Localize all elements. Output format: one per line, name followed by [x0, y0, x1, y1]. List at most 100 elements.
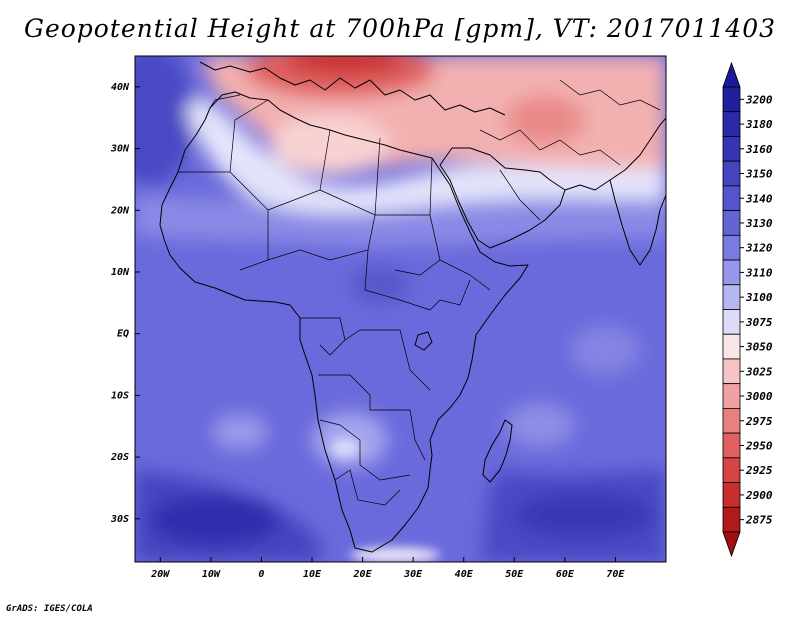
- grads-credit: GrADS: IGES/COLA: [6, 604, 93, 614]
- colorbar-label: 3100: [745, 291, 773, 304]
- colorbar: 3200 3180 3160 3150 3140 3130 3120 3110 3100 3075…: [722, 61, 773, 558]
- colorbar-swatch: [722, 407, 741, 434]
- colorbar-label: 3025: [745, 365, 773, 378]
- colorbar-label: 3050: [745, 341, 773, 354]
- lon-tick-label: 40E: [455, 569, 474, 580]
- colorbar-top-arrow: [722, 61, 741, 88]
- field-transition: [185, 95, 666, 214]
- europe-coast: [199, 61, 506, 116]
- border-7: [429, 214, 491, 291]
- border-10: [344, 329, 431, 391]
- colorbar-label: 3140: [745, 192, 773, 205]
- colorbar-label: 3130: [745, 217, 773, 230]
- border-18: [479, 129, 621, 166]
- border-12: [319, 419, 411, 481]
- field-balkan-dark: [285, 56, 405, 74]
- lon-tick-label: 10E: [303, 569, 322, 580]
- field-iran-red: [505, 95, 585, 145]
- field-south-edge: [350, 547, 440, 562]
- india-coast: [609, 179, 666, 266]
- lat-tick-label: EQ: [117, 329, 129, 340]
- lon-tick-label: 20W: [150, 569, 170, 580]
- field-si-deep: [515, 493, 655, 537]
- colorbar-label: 2975: [745, 415, 773, 428]
- border-2: [229, 99, 269, 173]
- height-field: [135, 56, 666, 562]
- colorbar-label: 3150: [745, 168, 773, 181]
- colorbar-swatch: [722, 432, 741, 459]
- lat-tick-label: 40N: [111, 82, 130, 93]
- lat-tick-label: 20N: [110, 205, 130, 216]
- colorbar-swatch: [722, 111, 741, 137]
- colorbar-label: 3075: [745, 316, 773, 329]
- border-19: [559, 79, 661, 111]
- colorbar-swatch: [722, 185, 741, 212]
- colorbar-label: 3110: [745, 266, 773, 279]
- map-frame: [134, 55, 667, 563]
- lon-tick-label: 0: [258, 569, 264, 580]
- field-atlantic-north: [135, 56, 195, 185]
- axis-layer: 40N 30N 20N 10N EQ 10S 20S 30S 20W 10W 0 10E 20E 30E 4…: [110, 82, 626, 580]
- colorbar-swatch: [722, 358, 741, 385]
- lon-tick-label: 50E: [505, 569, 524, 580]
- border-13: [334, 469, 401, 506]
- colorbar-label: 2950: [745, 439, 773, 452]
- lon-tick-label: 70E: [606, 569, 625, 580]
- border-11: [318, 374, 410, 411]
- colorbar-label: 3200: [745, 93, 773, 106]
- colorbar-swatch: [722, 234, 741, 261]
- border-20: [499, 169, 541, 221]
- border-16: [394, 259, 441, 276]
- colorbar-bottom-arrow: [722, 531, 741, 558]
- colorbar-swatch: [722, 309, 741, 335]
- lon-tick-label: 60E: [556, 569, 575, 580]
- colorbar-swatch: [722, 506, 741, 533]
- colorbar-label: 3160: [745, 143, 773, 156]
- colorbar-label: 2875: [745, 514, 773, 527]
- colorbar-label: 2900: [745, 489, 773, 502]
- border-8: [364, 249, 431, 311]
- border-6: [267, 214, 376, 261]
- field-blob-indian: [505, 403, 575, 447]
- coastlines: [159, 61, 666, 553]
- colorbar-swatch: [722, 136, 741, 162]
- lon-tick-label: 30E: [403, 569, 423, 580]
- border-14: [409, 409, 426, 461]
- lat-tick-label: 20S: [110, 452, 129, 463]
- border-17: [209, 94, 241, 109]
- colorbar-swatch: [722, 457, 741, 483]
- colorbar-swatch: [722, 259, 741, 286]
- africa-coastline: [159, 91, 529, 553]
- asia-coast: [564, 117, 666, 191]
- colorbar-swatch: [722, 383, 741, 409]
- field-blob-east: [570, 325, 640, 375]
- lat-tick-label: 10N: [111, 267, 130, 278]
- lake-victoria: [414, 331, 433, 351]
- field-blob-west: [212, 414, 268, 450]
- colorbar-swatch: [722, 333, 741, 360]
- lat-tick-label: 30S: [110, 514, 129, 525]
- colorbar-swatch: [722, 86, 741, 113]
- lon-tick-label: 20E: [353, 569, 373, 580]
- colorbar-label: 3180: [745, 118, 773, 131]
- field-kalahari-core: [331, 438, 359, 458]
- colorbar-swatch: [722, 284, 741, 310]
- colorbar-label: 2925: [745, 464, 773, 477]
- colorbar-label: 3120: [745, 242, 773, 255]
- colorbar-label: 3000: [745, 390, 773, 403]
- lat-tick-label: 10S: [111, 390, 129, 401]
- border-15: [429, 279, 471, 311]
- field-blob-sudan: [350, 265, 410, 305]
- lat-tick-label: 30N: [110, 144, 130, 155]
- colorbar-swatch: [722, 210, 741, 236]
- madagascar: [482, 419, 513, 483]
- arabia: [439, 147, 566, 249]
- field-sahara-light: [270, 115, 390, 175]
- colorbar-swatch: [722, 160, 741, 187]
- field-sa-deep: [150, 495, 280, 545]
- lon-tick-label: 10W: [202, 569, 221, 580]
- colorbar-swatch: [722, 482, 741, 508]
- chart-title: Geopotential Height at 700hPa [gpm], VT:…: [23, 14, 777, 43]
- borders: [178, 79, 661, 506]
